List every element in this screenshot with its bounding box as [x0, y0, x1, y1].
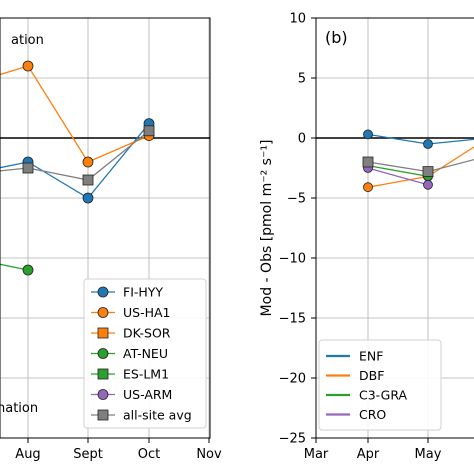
panel-a-legend-box	[83, 278, 207, 429]
panel-a-legend-items: FI-HYY US-HA1 DK-SOR AT-NEU ES-LM1 US-ARM all-…	[91, 285, 192, 423]
legend-b-label-enf: ENF	[359, 349, 383, 364]
legend-b-label-c3-gra: C3-GRA	[359, 388, 408, 403]
legend-marker-at-neu	[97, 348, 109, 359]
legend-label-es-lm1: ES-LM1	[123, 367, 169, 382]
panel-a-tick-label-nov: Nov	[196, 447, 222, 462]
series-b-line	[367, 164, 429, 178]
panel-a-tick-label-sept: Sept	[73, 447, 103, 462]
legend-label-all-site-avg: all-site avg	[123, 408, 192, 423]
series-b-line	[367, 167, 429, 186]
series-line-fi-hyy	[0, 123, 150, 199]
panel-b-ytick-label: −10	[279, 252, 306, 267]
panel-b-series	[362, 129, 474, 193]
panel-b-ytick-label: −25	[279, 432, 306, 447]
panel-b-ytick-label: 5	[298, 72, 306, 87]
legend-marker-dk-sor	[97, 327, 109, 339]
panel-a-x-ticks: Aug Sept Oct Nov	[15, 438, 222, 462]
series-all-site-avg	[0, 125, 155, 186]
series-at-neu	[0, 263, 34, 276]
legend-label-at-neu: AT-NEU	[123, 346, 168, 361]
legend-marker-us-ha1	[97, 307, 109, 318]
legend-label-fi-hyy: FI-HYY	[123, 285, 163, 300]
data-point-b	[363, 129, 373, 140]
panel-b-ytick-label: 10	[289, 12, 306, 27]
panel-b-legend-items: ENF DBF C3-GRA CRO	[326, 349, 408, 422]
legend-label-us-ha1: US-HA1	[123, 305, 171, 320]
panel-b: Mar Apr May 10 5 0 −5 −10 −15 −20 −25 (b) Mod - O…	[259, 12, 474, 462]
data-point-b	[363, 182, 373, 193]
data-point-all-site-avg	[22, 162, 34, 174]
panel-a-tick-label-oct: Oct	[138, 447, 160, 462]
series-line-at-neu	[0, 263, 29, 271]
data-point-all-site-avg	[143, 125, 155, 137]
panel-a-series	[0, 60, 155, 276]
data-point-b	[422, 166, 434, 178]
series-b-avg	[362, 156, 474, 178]
data-point-us-ha1	[82, 156, 94, 168]
panel-b-x-ticks: Mar Apr May	[304, 438, 442, 462]
panel-b-tick-label-mar: Mar	[304, 447, 329, 462]
panel-a-tick-label-aug: Aug	[15, 447, 40, 462]
panel-a-frame	[0, 17, 211, 439]
panel-b-legend: ENF DBF C3-GRA CRO	[318, 339, 442, 431]
data-point-all-site-avg	[82, 174, 94, 186]
panel-b-legend-box	[318, 339, 442, 431]
panel-a-annotation-bottom: nation	[0, 401, 38, 416]
panel-b-ytick-label: −5	[287, 192, 306, 207]
data-point-b	[362, 156, 374, 168]
panel-b-label: (b)	[325, 28, 348, 47]
legend-b-label-dbf: DBF	[359, 368, 384, 383]
panel-a-legend: FI-HYY US-HA1 DK-SOR AT-NEU ES-LM1 US-ARM all-…	[83, 278, 207, 429]
legend-marker-all-site-avg	[97, 409, 109, 421]
panel-a: Aug Sept Oct Nov ation nation FI-HYY US-HA1 D…	[0, 17, 222, 462]
data-point-b	[423, 139, 433, 149]
data-point-fi-hyy	[82, 192, 94, 204]
legend-marker-fi-hyy	[97, 286, 109, 298]
panel-b-y-axis-label: Mod - Obs [pmol m⁻² s⁻¹]	[259, 140, 275, 317]
panel-b-tick-label-apr: Apr	[357, 447, 380, 462]
series-b-enf	[363, 129, 474, 149]
series-line-all-site-avg	[0, 130, 150, 181]
panel-b-tick-label-may: May	[415, 447, 442, 462]
data-point-at-neu	[22, 264, 34, 276]
legend-label-us-arm: US-ARM	[123, 387, 172, 402]
data-point-us-ha1	[22, 60, 34, 72]
panel-b-y-ticks: 10 5 0 −5 −10 −15 −20 −25	[279, 12, 316, 447]
legend-label-dk-sor: DK-SOR	[123, 326, 171, 341]
legend-b-label-cro: CRO	[359, 407, 386, 422]
data-point-b	[423, 179, 433, 190]
panel-b-ytick-label: −15	[279, 312, 306, 327]
legend-marker-es-lm1	[97, 368, 109, 380]
panel-b-ytick-label: 0	[298, 132, 306, 147]
panel-a-annotation-top: ation	[11, 33, 44, 48]
panel-b-ytick-label: −20	[279, 372, 306, 387]
series-line-us-ha1	[0, 65, 150, 163]
legend-marker-us-arm	[97, 389, 109, 400]
